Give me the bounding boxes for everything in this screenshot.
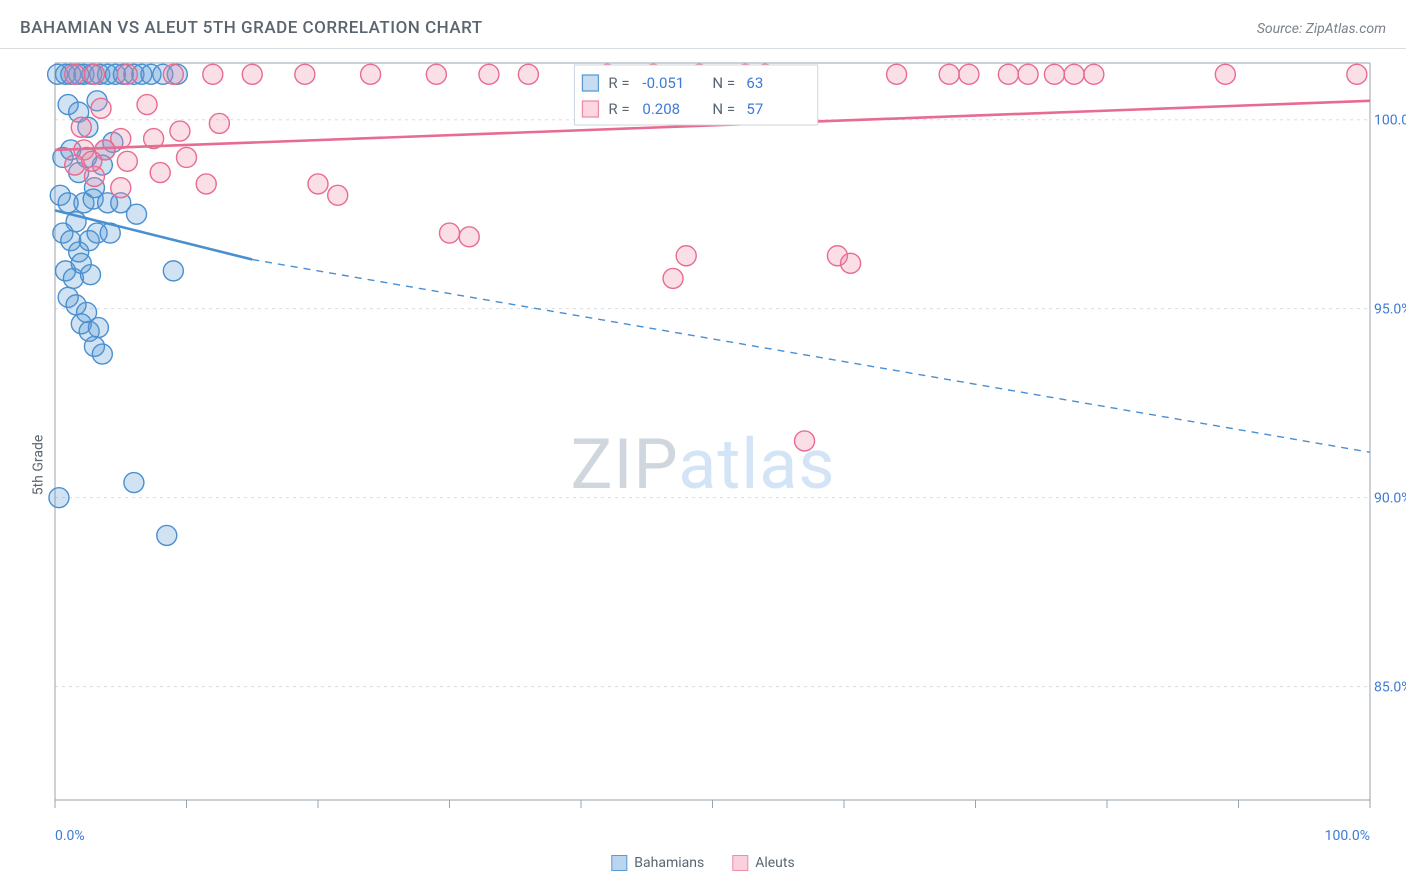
data-point [81,265,101,285]
legend-swatch [582,75,598,91]
data-point [887,64,907,84]
legend-n-value: 57 [746,100,763,118]
y-tick-label: 90.0% [1374,491,1406,507]
data-point [82,151,102,171]
legend-item: Aleuts [732,855,794,871]
data-point [1018,64,1038,84]
data-point [88,318,108,338]
x-tick-label: 100.0% [1325,828,1370,844]
legend-r-label: R = [608,100,629,118]
data-point [1084,64,1104,84]
legend-label: Bahamians [634,855,704,871]
data-point [117,64,137,84]
trend-line-extrapolated [252,260,1370,453]
data-point [676,246,696,266]
data-point [71,117,91,137]
data-point [49,488,69,508]
data-point [163,64,183,84]
data-point [117,151,137,171]
data-point [242,64,262,84]
legend-item: Bahamians [611,855,704,871]
data-point [459,227,479,247]
data-point [939,64,959,84]
y-tick-label: 85.0% [1374,680,1406,696]
data-point [1347,64,1367,84]
data-point [203,64,223,84]
data-point [163,261,183,281]
legend-r-value: -0.051 [642,74,684,92]
data-point [440,223,460,243]
legend-n-label: N = [712,100,735,118]
legend-swatch [732,855,748,871]
legend-n-label: N = [712,74,735,92]
legend-label: Aleuts [755,855,794,871]
data-point [518,64,538,84]
data-point [196,174,216,194]
data-point [426,64,446,84]
data-point [84,64,104,84]
data-point [1064,64,1084,84]
data-point [92,344,112,364]
data-point [361,64,381,84]
chart-container: 5th Grade 85.0% 90.0% 95.0% 100.0% 0.0% 100.0… [0,55,1406,875]
header-divider [0,48,1406,49]
data-point [959,64,979,84]
data-point [170,121,190,141]
data-point [124,473,144,493]
data-point [998,64,1018,84]
y-axis-label: 5th Grade [30,435,46,496]
legend-r-label: R = [608,74,629,92]
data-point [91,98,111,118]
data-point [795,431,815,451]
data-point [177,147,197,167]
data-point [65,64,85,84]
data-point [328,185,348,205]
y-tick-label: 95.0% [1374,302,1406,318]
data-point [841,253,861,273]
data-point [295,64,315,84]
chart-title: BAHAMIAN VS ALEUT 5TH GRADE CORRELATION … [20,18,483,38]
data-point [1215,64,1235,84]
source-attribution: Source: ZipAtlas.com [1257,21,1386,37]
scatter-plot: 85.0% 90.0% 95.0% 100.0% 0.0% 100.0% R = -0.051… [0,55,1406,875]
data-point [479,64,499,84]
data-point [663,268,683,288]
y-tick-label: 100.0% [1374,113,1406,129]
data-point [111,178,131,198]
legend-bottom: Bahamians Aleuts [611,855,794,871]
data-point [157,525,177,545]
data-point [209,113,229,133]
x-tick-label: 0.0% [55,828,85,844]
data-point [1044,64,1064,84]
legend-r-value: 0.208 [642,100,680,118]
data-point [150,163,170,183]
data-point [308,174,328,194]
legend-n-value: 63 [746,74,763,92]
data-point [137,95,157,115]
legend-swatch [611,855,627,871]
legend-swatch [582,101,598,117]
data-point [127,204,147,224]
